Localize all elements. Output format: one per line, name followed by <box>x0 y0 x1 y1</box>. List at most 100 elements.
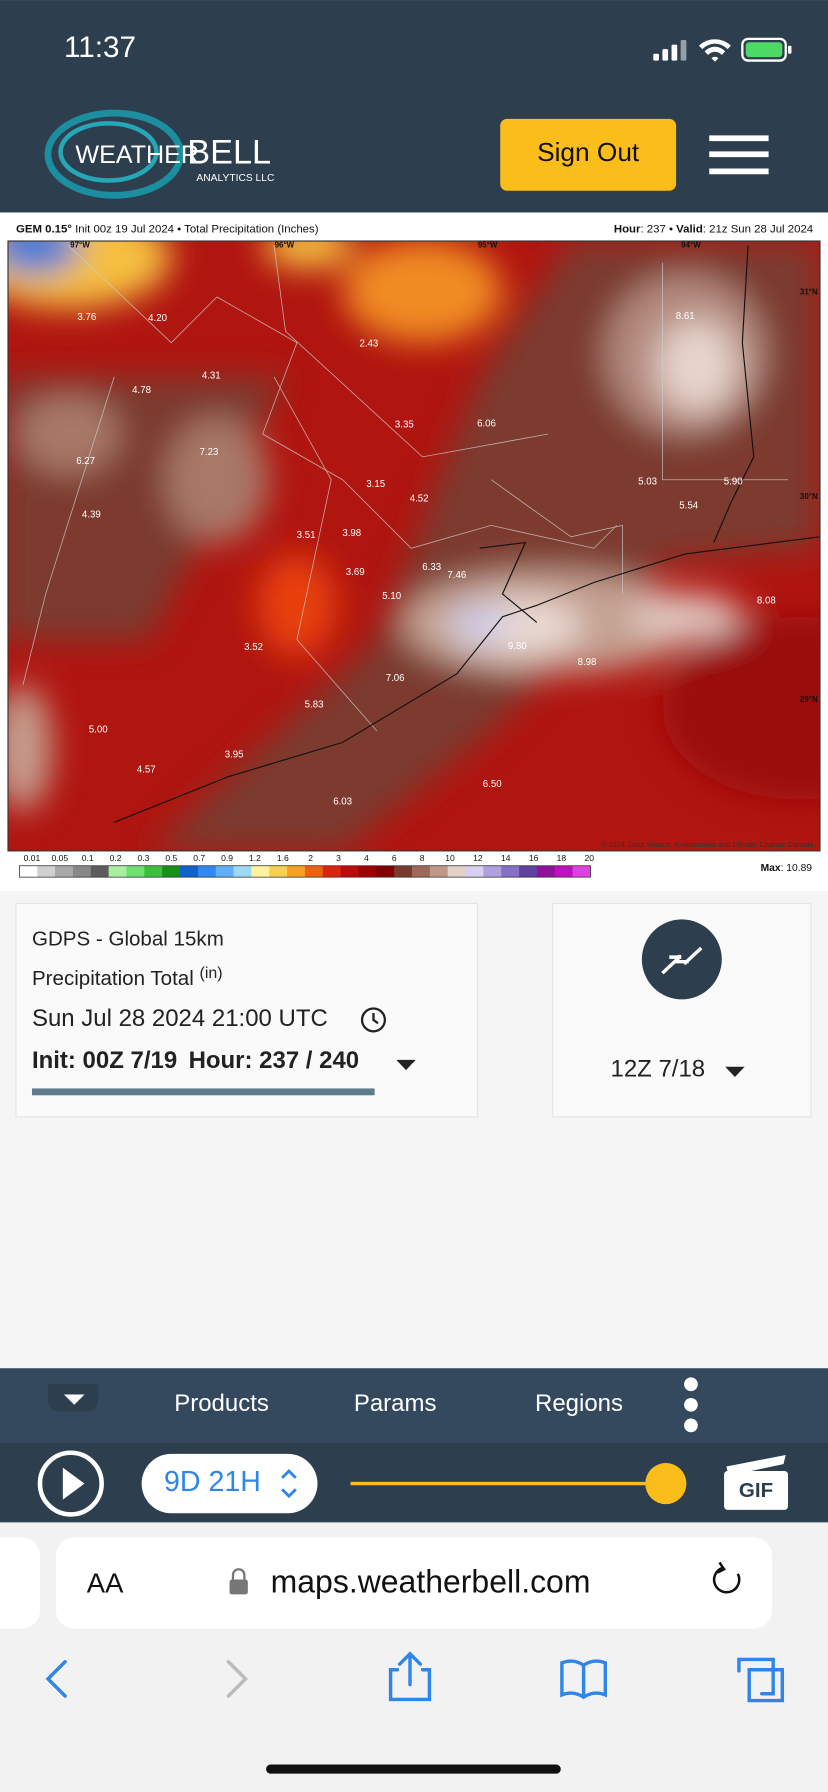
prev-tab[interactable] <box>0 1537 40 1629</box>
max-value: Max: 10.89 <box>761 863 813 874</box>
colorbar-swatch <box>483 865 502 878</box>
station-value: 7.06 <box>386 673 405 684</box>
station-value: 5.03 <box>638 477 657 488</box>
colorbar-swatch <box>465 865 484 878</box>
legend-tick-label: 3 <box>336 853 341 863</box>
compare-dropdown[interactable] <box>725 1066 745 1078</box>
station-value: 4.31 <box>202 370 221 381</box>
slider-knob[interactable] <box>645 1463 687 1505</box>
colorbar-swatch <box>340 865 359 878</box>
colorbar-swatch <box>215 865 234 878</box>
station-value: 8.08 <box>757 595 776 606</box>
legend-tick-label: 6 <box>392 853 397 863</box>
station-value: 3.52 <box>244 642 263 653</box>
forward-button[interactable] <box>226 1660 248 1698</box>
back-button[interactable] <box>45 1660 67 1698</box>
compare-button[interactable] <box>641 919 722 1000</box>
legend-tick-label: 0.7 <box>193 853 205 863</box>
station-value: 3.95 <box>225 750 244 761</box>
play-button[interactable] <box>37 1450 104 1517</box>
colorbar-swatch <box>376 865 395 878</box>
colorbar-swatch <box>180 865 199 878</box>
status-icons <box>653 37 792 62</box>
colorbar-swatch <box>72 865 92 878</box>
play-icon <box>62 1467 85 1500</box>
legend-tick-label: 0.3 <box>137 853 149 863</box>
longitude-label: 97°W <box>70 241 90 250</box>
card-param: Precipitation Total (in) <box>32 965 223 990</box>
max-number: : 10.89 <box>781 863 813 874</box>
colorbar-swatch <box>572 865 591 878</box>
hour-label: Hour <box>614 224 641 236</box>
tabs-button[interactable] <box>737 1657 785 1703</box>
legend-tick-label: 20 <box>585 853 595 863</box>
station-value: 5.54 <box>679 501 698 512</box>
station-value: 7.46 <box>447 570 466 581</box>
bookmarks-button[interactable] <box>560 1659 608 1700</box>
station-value: 4.52 <box>410 494 429 505</box>
colorbar-swatch <box>90 865 109 878</box>
compare-icon <box>661 946 703 975</box>
param: Precipitation Total <box>32 967 194 990</box>
legend-tick-label: 4 <box>364 853 369 863</box>
colorbar-swatch <box>412 865 431 878</box>
menu-button[interactable] <box>709 135 769 175</box>
latitude-label: 30°N <box>800 492 818 501</box>
colorbar-swatch <box>144 865 163 878</box>
legend-tick-label: 16 <box>529 853 539 863</box>
logo-sub: ANALYTICS LLC <box>196 173 275 184</box>
status-time: 11:37 <box>64 31 136 64</box>
colorbar-swatch <box>55 865 74 878</box>
map-credit: © 2024. Data Source: Environment and Cli… <box>601 840 816 849</box>
reload-button[interactable] <box>712 1561 741 1594</box>
more-button[interactable] <box>684 1377 698 1433</box>
latitude-label: 29°N <box>800 695 818 704</box>
legend-tick-label: 0.1 <box>82 853 94 863</box>
station-value: 7.23 <box>200 447 219 458</box>
legend-tick-label: 2 <box>308 853 313 863</box>
lock-icon <box>229 1568 248 1595</box>
hour-value: : 237 • <box>640 224 676 236</box>
run-dropdown[interactable] <box>396 1059 416 1071</box>
nav-item[interactable]: Products <box>174 1390 269 1417</box>
station-value: 6.03 <box>333 796 352 807</box>
legend-tick-label: 1.6 <box>277 853 289 863</box>
sign-out-button[interactable] <box>500 118 677 191</box>
colorbar-swatch <box>108 865 127 878</box>
legend-tick-label: 8 <box>420 853 425 863</box>
gif-button[interactable] <box>724 1455 789 1510</box>
header-bg <box>0 0 828 213</box>
colorbar-swatch <box>37 865 56 878</box>
legend-tick-label: 12 <box>473 853 483 863</box>
url-bar[interactable] <box>55 1537 773 1629</box>
unit: (in) <box>200 965 223 982</box>
valid-label: Valid <box>676 224 703 236</box>
colorbar-swatch <box>287 865 306 878</box>
logo-weather: WEATHER <box>75 141 199 169</box>
station-value: 8.61 <box>676 311 695 322</box>
nav-item[interactable]: Params <box>354 1390 437 1417</box>
legend-tick-label: 0.01 <box>24 853 41 863</box>
text-size-button[interactable]: AA <box>87 1567 124 1598</box>
colorbar-swatch <box>269 865 288 878</box>
legend-tick-label: 0.05 <box>52 853 69 863</box>
legend-tick-label: 0.9 <box>221 853 233 863</box>
station-value: 5.00 <box>89 724 108 735</box>
card-model: GDPS - Global 15km <box>32 927 224 950</box>
colorbar-swatch <box>251 865 270 878</box>
station-value: 2.43 <box>359 338 378 349</box>
share-button[interactable] <box>388 1651 432 1702</box>
colorbar-swatch <box>447 865 466 878</box>
map-frame <box>7 240 821 852</box>
time-pill[interactable] <box>141 1453 318 1514</box>
compare-run: 12Z 7/18 <box>611 1055 706 1082</box>
station-value: 4.20 <box>148 313 167 324</box>
info-card[interactable] <box>15 902 478 1118</box>
nav-item[interactable]: Regions <box>535 1390 623 1417</box>
colorbar-frame <box>19 865 591 878</box>
colorbar-swatch <box>233 865 252 878</box>
station-value: 3.69 <box>346 567 365 578</box>
map-title: GEM 0.15° Init 00z 19 Jul 2024 • Total P… <box>16 224 319 236</box>
colorbar-swatch <box>358 865 377 878</box>
colorbar-swatch <box>126 865 145 878</box>
